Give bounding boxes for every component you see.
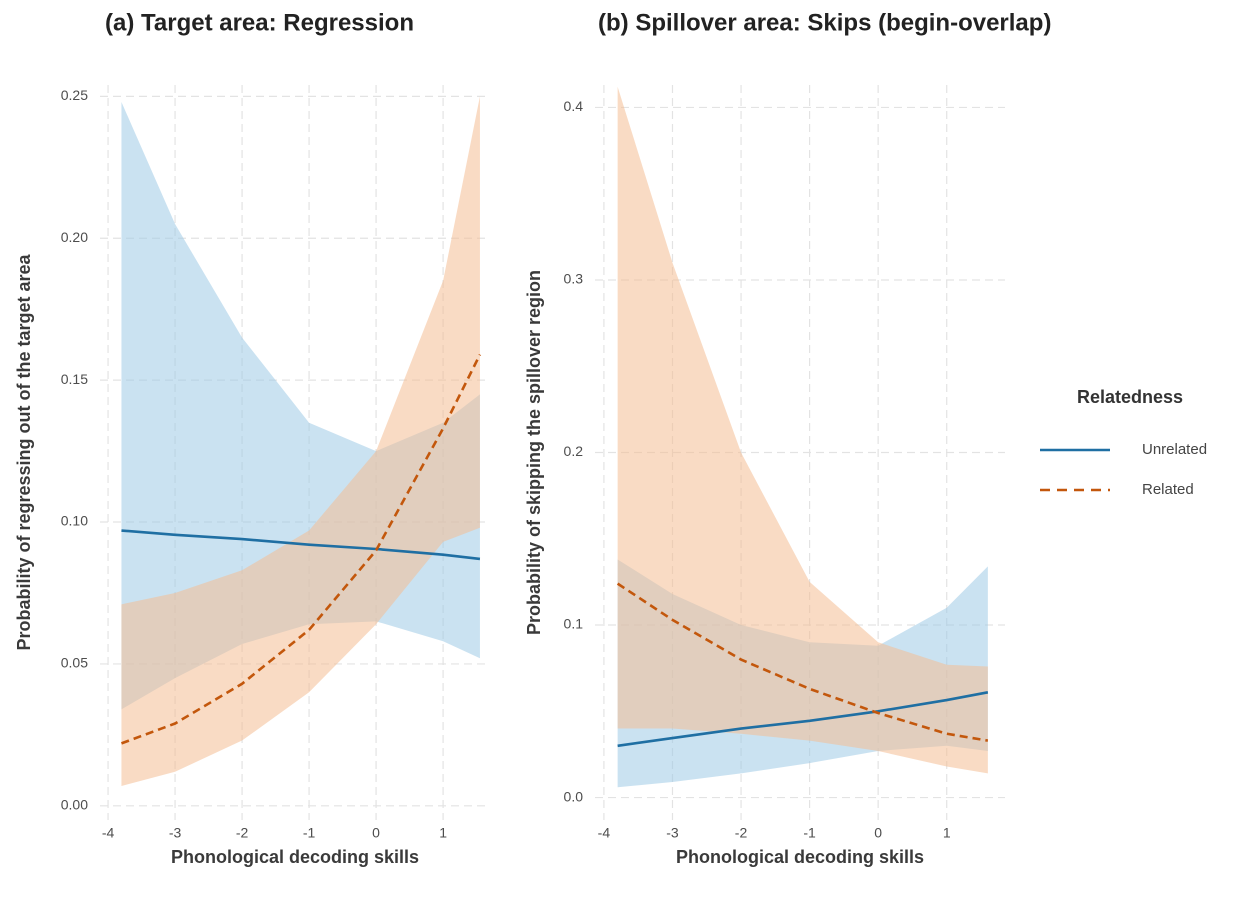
y-tick-label: 0.3 (564, 271, 584, 287)
x-tick-label: -2 (735, 825, 748, 841)
y-tick-label: 0.4 (564, 98, 584, 114)
legend-title: Relatedness (1077, 387, 1183, 407)
confidence-band (121, 96, 480, 786)
y-axis-label: Probability of regressing out of the tar… (14, 253, 34, 650)
y-tick-label: 0.1 (564, 616, 584, 632)
x-tick-label: 0 (372, 825, 380, 841)
chart-title: (a) Target area: Regression (105, 9, 414, 36)
y-axis-label: Probability of skipping the spillover re… (524, 270, 544, 635)
x-tick-label: 1 (439, 825, 447, 841)
x-tick-label: -4 (102, 825, 115, 841)
x-tick-label: -1 (803, 825, 816, 841)
x-tick-label: 1 (943, 825, 951, 841)
line (121, 529, 481, 561)
confidence-band (617, 86, 988, 774)
x-tick-label: -3 (666, 825, 679, 841)
y-tick-label: 0.00 (61, 797, 88, 813)
x-axis-label: Phonological decoding skills (171, 847, 419, 867)
legend-label: Related (1142, 481, 1194, 498)
legend-label: Unrelated (1142, 441, 1207, 458)
x-tick-label: 0 (874, 825, 882, 841)
x-tick-label: -4 (598, 825, 611, 841)
y-tick-label: 0.20 (61, 229, 88, 245)
line (616, 582, 989, 742)
x-axis-label: Phonological decoding skills (676, 847, 924, 867)
line (617, 691, 989, 748)
y-tick-label: 0.0 (564, 788, 584, 804)
y-tick-label: 0.05 (61, 655, 88, 671)
x-tick-label: -2 (236, 825, 249, 841)
x-tick-label: -3 (169, 825, 182, 841)
y-tick-label: 0.15 (61, 371, 88, 387)
chart-title: (b) Spillover area: Skips (begin-overlap… (598, 9, 1051, 36)
y-tick-label: 0.10 (61, 513, 88, 529)
line (120, 354, 482, 745)
y-tick-label: 0.2 (564, 443, 584, 459)
x-tick-label: -1 (303, 825, 316, 841)
y-tick-label: 0.25 (61, 87, 88, 103)
